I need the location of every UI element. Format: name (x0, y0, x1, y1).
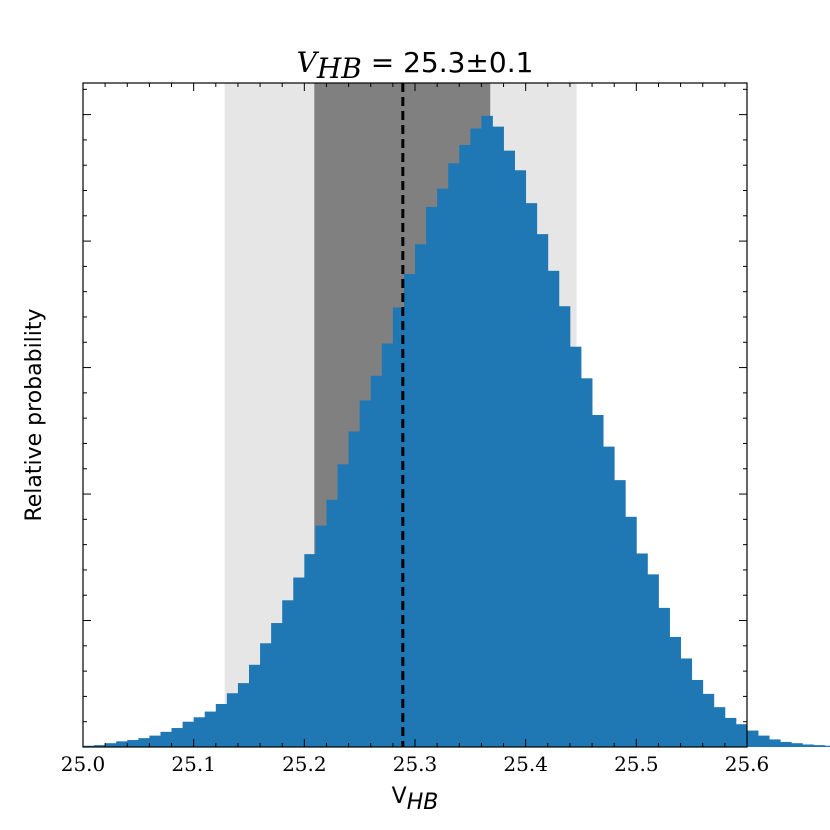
histogram-bar (603, 446, 615, 747)
title-value: 25.3±0.1 (403, 46, 533, 79)
x-tick-label: 25.6 (725, 752, 770, 776)
x-tick-label: 25.3 (393, 752, 438, 776)
histogram-bar (348, 431, 361, 747)
histogram-bar (160, 731, 172, 747)
title-equals: = (362, 46, 403, 79)
histogram-bar (702, 693, 715, 747)
title-subscript: HB (316, 52, 362, 85)
histogram-bar (669, 636, 681, 747)
histogram-bar (326, 499, 338, 747)
histogram-bar (437, 188, 449, 748)
histogram-bar (492, 126, 504, 748)
histogram-bar (249, 664, 261, 747)
histogram-bars (83, 115, 830, 748)
histogram-bar (691, 679, 704, 747)
histogram-bar (758, 735, 770, 747)
histogram-bar (193, 717, 206, 747)
histogram-bar (769, 739, 781, 747)
histogram-bar (138, 738, 150, 747)
histogram-bar (237, 683, 250, 747)
chart-title: VHB = 25.3±0.1 (297, 46, 534, 85)
histogram-bar (359, 400, 372, 747)
histogram-bar (215, 703, 228, 747)
histogram-bar (415, 244, 427, 747)
x-tick-label: 25.1 (171, 752, 216, 776)
histogram-bar (315, 525, 327, 747)
histogram-bar (260, 643, 272, 747)
histogram-bar (403, 273, 416, 747)
histogram-bar (780, 741, 792, 747)
histogram-bar (802, 744, 814, 747)
histogram-bar (470, 128, 482, 747)
histogram-bar (370, 375, 383, 747)
histogram-bar (581, 378, 593, 747)
histogram-bar (525, 203, 538, 748)
histogram-bar (747, 730, 759, 747)
histogram-bar (171, 728, 183, 747)
x-axis-label: VHB (392, 784, 439, 815)
histogram-bar (735, 724, 748, 747)
histogram-bar (83, 745, 95, 747)
histogram-bar (204, 711, 217, 747)
histogram-bar (791, 743, 803, 747)
y-axis-label: Relative probability (22, 308, 47, 521)
histogram-bar (392, 307, 405, 747)
histogram-bar (127, 740, 139, 747)
x-tick-label: 25.4 (503, 752, 548, 776)
histogram-bar (481, 115, 493, 748)
histogram-bar (724, 717, 737, 747)
x-tick-labels: 25.0 25.1 25.2 25.3 25.4 25.5 25.6 (61, 752, 770, 776)
histogram-bar (547, 270, 560, 747)
histogram-bar (558, 306, 571, 747)
histogram-bar (105, 743, 117, 747)
histogram-bar (713, 707, 726, 747)
axis-ticks (83, 83, 747, 747)
histogram-bar (282, 600, 294, 747)
histogram-bar (226, 693, 239, 747)
histogram-bar (381, 343, 394, 747)
histogram-bar (536, 234, 549, 748)
histogram-bar (569, 346, 582, 747)
histogram-bar (625, 516, 637, 747)
histogram-bar (459, 144, 471, 747)
histogram-bar (182, 721, 195, 747)
histogram-bar (149, 735, 161, 747)
histogram-bar (514, 170, 527, 748)
title-symbol: V (297, 46, 320, 79)
histogram-bar (614, 480, 626, 747)
histogram-bar (636, 553, 648, 747)
histogram-bar (824, 745, 830, 747)
histogram-bar (94, 745, 106, 747)
histogram-bar (116, 741, 128, 747)
histogram-bar (658, 607, 670, 747)
histogram-bar (304, 554, 316, 747)
x-tick-label: 25.5 (614, 752, 659, 776)
histogram-bar (647, 574, 659, 747)
x-tick-label: 25.0 (61, 752, 106, 776)
histogram-bar (448, 163, 460, 747)
x-axis-label-main: V (392, 784, 407, 809)
histogram-bar (271, 623, 283, 747)
x-tick-label: 25.2 (282, 752, 327, 776)
histogram-bar (293, 577, 305, 747)
histogram-bar (426, 206, 438, 748)
histogram-bar (503, 150, 515, 747)
histogram-bar (592, 415, 604, 747)
x-axis-label-sub: HB (407, 790, 439, 815)
histogram-bar (813, 745, 825, 747)
histogram-bar (337, 464, 349, 747)
histogram-bar (680, 658, 693, 747)
